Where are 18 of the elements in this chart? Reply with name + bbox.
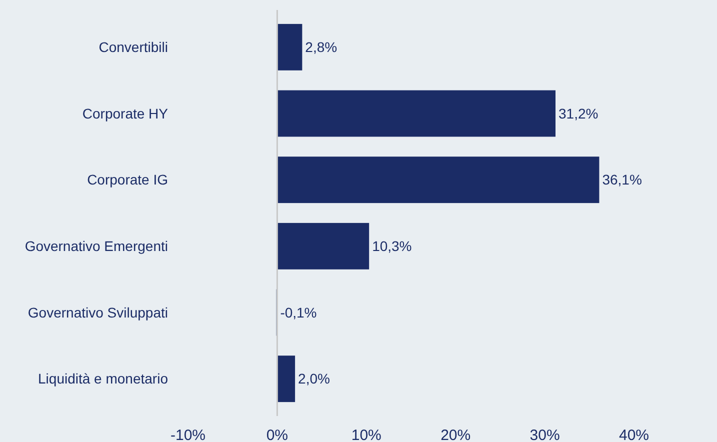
y-tick-label: Governativo Emergenti xyxy=(24,238,168,254)
data-label: 31,2% xyxy=(558,105,598,122)
x-tick-label: 20% xyxy=(440,427,471,442)
y-tick-label: Corporate HY xyxy=(82,105,169,122)
x-tick-label: 40% xyxy=(618,427,650,442)
y-tick-label: Corporate IG xyxy=(87,172,168,188)
y-tick-label: Liquidità e monetario xyxy=(38,370,168,387)
x-tick-label: 30% xyxy=(530,427,560,442)
x-tick-label: 10% xyxy=(351,427,382,442)
data-label: 10,3% xyxy=(372,238,412,254)
data-label: 36,1% xyxy=(602,172,642,188)
x-tick-label: 0% xyxy=(266,427,288,442)
data-label: 2,0% xyxy=(298,370,330,387)
data-label: 2,8% xyxy=(305,39,338,56)
y-tick-label: Governativo Sviluppati xyxy=(28,304,168,320)
y-tick-label: Convertibili xyxy=(98,39,168,56)
x-tick-label: -10% xyxy=(170,427,206,442)
data-label: -0,1% xyxy=(280,304,317,320)
